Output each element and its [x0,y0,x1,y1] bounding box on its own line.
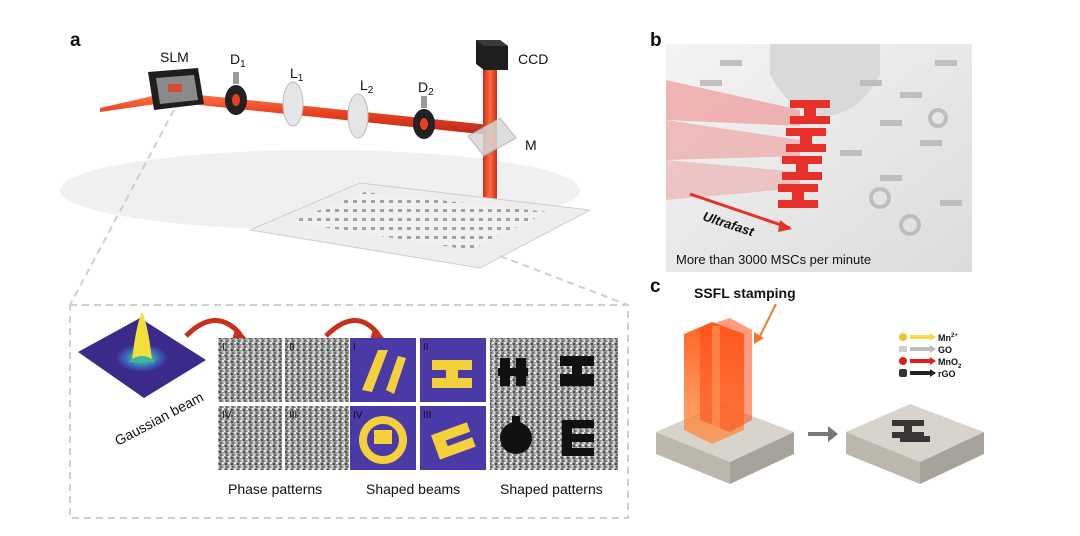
phase-numeral-2: II [289,342,295,353]
beam-numeral-4: IV [353,410,363,421]
legend-dot-go [899,346,907,352]
legend: Mn2+ GO MnO2 rGO [899,333,962,379]
arrow-head-1 [232,326,246,340]
legend-label-mno2: MnO2 [938,357,962,370]
mirror-m [467,117,517,157]
zoom-line-left [69,109,175,306]
label-l2: L2 [360,77,374,96]
panel-b-render [666,44,972,272]
label-m: M [525,137,537,153]
ccd-camera [476,40,508,70]
legend-label-mn: Mn2+ [938,333,958,343]
diaphragm-d2 [413,96,435,139]
sample-pattern-array [290,192,548,250]
legend-label-go: GO [938,345,952,355]
panel-b-caption: More than 3000 MSCs per minute [676,252,871,267]
shaped-beam-1 [350,338,416,402]
label-d2: D2 [418,79,434,98]
arrow-gaussian-to-phase [184,318,242,338]
shaped-beam-3 [420,406,486,470]
arrow-head-2 [370,326,384,340]
slm-device [148,68,204,110]
legend-label-rgo: rGO [938,369,956,379]
label-ccd: CCD [518,51,548,67]
shaped-beams-grid: I II IV III [350,338,486,470]
arrow-phase-to-beams [324,318,380,338]
phase-patterns-caption: Phase patterns [228,481,322,497]
shaped-patterns-caption: Shaped patterns [500,481,603,497]
phase-numeral-1: I [222,342,225,353]
panel-letter-b: b [650,30,662,51]
ssfl-stamping-label: SSFL stamping [694,285,796,301]
lens-l1 [282,81,304,127]
diaphragm-d1 [225,72,247,115]
phase-pattern-2 [285,338,349,402]
panel-letter-a: a [70,30,81,51]
phase-numeral-3: III [289,410,297,421]
zoom-line-right [499,255,629,306]
legend-dot-mn [899,333,907,341]
gaussian-beam-label: Gaussian beam [112,388,206,448]
shaped-patterns-image [490,338,618,470]
beam-numeral-3: III [423,410,431,421]
stamping-pointer [757,303,777,341]
phase-numeral-4: IV [222,410,232,421]
phase-pattern-1 [218,338,282,402]
label-l1: L1 [290,65,304,84]
label-slm: SLM [160,49,189,65]
shaped-beams-caption: Shaped beams [366,481,460,497]
beam-numeral-2: II [423,342,429,353]
laser-pillar [684,318,752,444]
label-d1: D1 [230,51,246,70]
panel-letter-c: c [650,276,661,297]
gaussian-beam-surface [78,312,206,398]
legend-dot-mno2 [899,357,907,365]
phase-patterns-grid: I II IV III [218,338,349,470]
substrate-after [846,404,984,484]
beam-numeral-1: I [353,342,356,353]
legend-dot-rgo [899,369,907,377]
inset-frame [69,304,629,519]
stamping-pointer-head [754,332,764,344]
phase-pattern-3 [285,406,349,470]
phase-pattern-4 [218,406,282,470]
process-arrow [808,426,838,442]
lens-l2 [347,93,369,139]
